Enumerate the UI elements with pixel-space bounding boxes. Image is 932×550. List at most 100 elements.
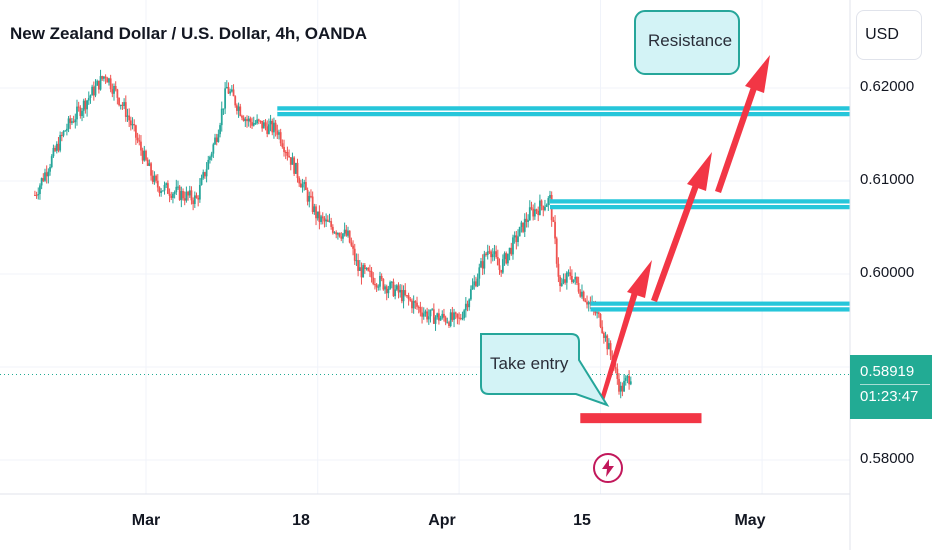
- candle-body: [545, 204, 548, 207]
- candle-body: [547, 198, 550, 205]
- grid-lines: [0, 0, 850, 494]
- candle-body: [569, 272, 572, 276]
- candle-body: [370, 270, 373, 278]
- candle-body: [197, 197, 200, 200]
- candle-body: [549, 194, 551, 199]
- candle-body: [559, 276, 561, 287]
- candle-body: [124, 102, 127, 117]
- candle-body: [463, 310, 466, 319]
- candle-body: [299, 183, 302, 188]
- candle-body: [111, 89, 114, 94]
- candle-body: [608, 343, 610, 350]
- y-tick-0.61000: 0.61000: [860, 171, 915, 188]
- candle-body: [419, 307, 422, 313]
- candle-body: [427, 316, 430, 320]
- candle-body: [353, 248, 356, 261]
- candle-body: [330, 221, 333, 227]
- candle-body: [222, 108, 225, 110]
- candle-body: [362, 265, 365, 278]
- candle-body: [306, 189, 309, 202]
- candle-body: [219, 125, 221, 135]
- candle-body: [86, 100, 88, 110]
- candle-body: [434, 317, 437, 324]
- y-tick-0.60000: 0.60000: [860, 264, 915, 281]
- candle-body: [209, 156, 211, 160]
- candle-body: [278, 132, 280, 135]
- candle-body: [214, 137, 216, 145]
- candle-body: [310, 195, 312, 197]
- candle-body: [342, 233, 344, 239]
- candle-body: [276, 130, 279, 135]
- candle-body: [143, 150, 146, 161]
- candle-body: [394, 289, 397, 297]
- candle-body: [441, 313, 444, 318]
- candle-body: [279, 132, 282, 144]
- candle-body: [395, 285, 398, 290]
- candle-body: [161, 190, 164, 192]
- candle-body: [507, 253, 509, 264]
- candle-body: [123, 102, 126, 106]
- candle-body: [570, 275, 573, 283]
- candle-body: [478, 267, 481, 279]
- candle-body: [286, 152, 289, 156]
- candle-body: [35, 195, 38, 197]
- candle-body: [200, 177, 203, 185]
- candle-body: [576, 276, 578, 284]
- candle-body: [34, 194, 36, 196]
- candle-body: [326, 219, 329, 222]
- candle-body: [266, 126, 269, 134]
- candle-body: [188, 190, 191, 196]
- candle-body: [264, 122, 267, 127]
- candle-body: [190, 190, 193, 201]
- candle-body: [76, 106, 78, 120]
- entry-label: Take entry: [490, 354, 569, 373]
- candle-body: [518, 226, 521, 237]
- candle-body: [449, 312, 452, 326]
- candle-body: [230, 89, 233, 92]
- candle-body: [289, 157, 292, 165]
- candle-body: [517, 236, 519, 243]
- candle-body: [407, 295, 410, 300]
- currency-button[interactable]: USD: [856, 10, 922, 60]
- candle-body: [136, 137, 139, 141]
- levels: [277, 106, 850, 424]
- candle-body: [65, 128, 68, 131]
- candle-body: [118, 97, 120, 106]
- candle-body: [303, 182, 306, 185]
- candle-body: [146, 159, 149, 166]
- candle-body: [37, 193, 40, 196]
- candle-body: [577, 283, 580, 292]
- candle-body: [242, 117, 245, 121]
- candle-body: [367, 267, 370, 271]
- lightning-icon[interactable]: [593, 453, 623, 483]
- candle-body: [574, 276, 577, 280]
- candle-body: [246, 119, 248, 122]
- candle-body: [498, 265, 501, 270]
- candle-body: [52, 147, 55, 157]
- candle-body: [602, 332, 605, 338]
- candle-body: [247, 118, 250, 122]
- candle-body: [387, 288, 390, 294]
- candle-body: [129, 120, 132, 126]
- candle-body: [508, 247, 511, 254]
- candle-body: [155, 175, 157, 181]
- candle-body: [485, 253, 487, 255]
- candle-body: [77, 106, 80, 108]
- candle-body: [210, 153, 213, 157]
- candle-body: [481, 261, 484, 269]
- candle-body: [530, 207, 533, 209]
- candle-body: [579, 291, 582, 297]
- candle-body: [539, 200, 541, 216]
- candle-body: [379, 275, 381, 287]
- candle-body: [335, 232, 338, 235]
- candle-body: [431, 309, 434, 311]
- candle-body: [424, 311, 427, 314]
- candle-body: [172, 193, 174, 198]
- candle-body: [316, 211, 319, 219]
- candle-body: [368, 270, 371, 272]
- candle-body: [439, 317, 442, 321]
- candle-body: [241, 115, 243, 118]
- candle-body: [347, 230, 349, 236]
- candle-body: [57, 143, 60, 151]
